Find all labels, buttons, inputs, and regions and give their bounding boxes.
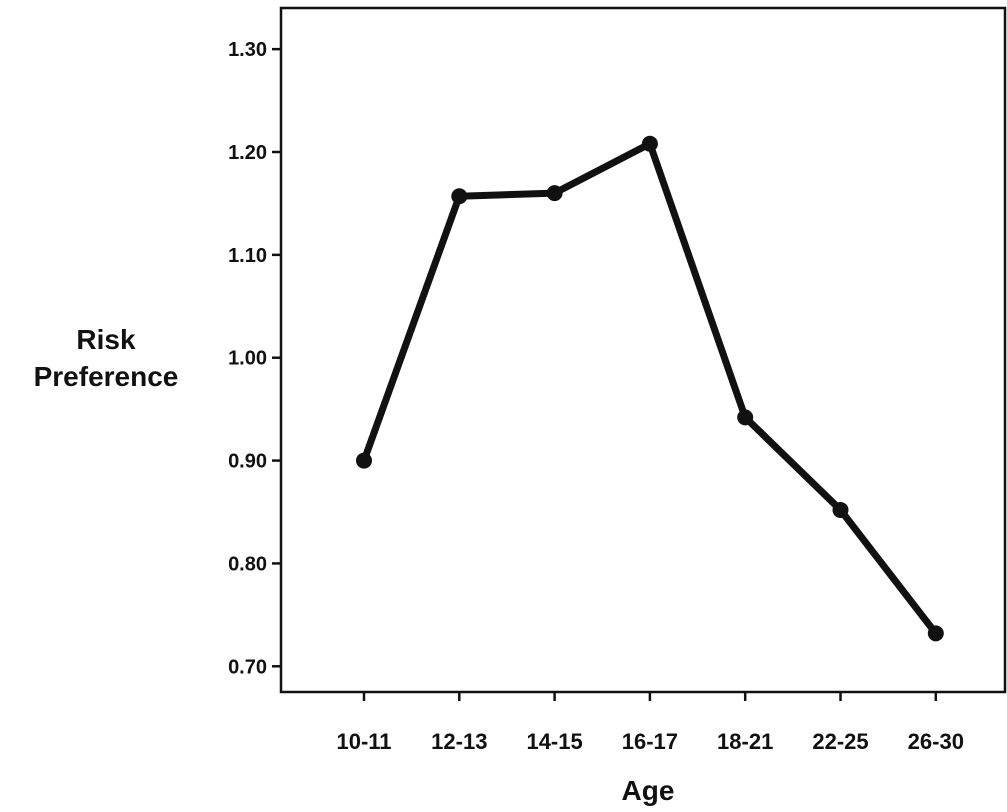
x-tick-label: 14-15 — [526, 729, 582, 754]
series-line — [360, 140, 940, 637]
plot-border — [279, 6, 1007, 694]
data-point — [356, 452, 372, 469]
y-tick-label: 1.00 — [228, 348, 267, 370]
y-tick-label: 1.20 — [228, 142, 267, 164]
y-tick-label: 1.10 — [228, 245, 267, 267]
data-point — [737, 409, 754, 426]
y-tick-label: 1.30 — [228, 39, 267, 61]
data-point — [641, 135, 658, 152]
y-axis-title-line-2: Preference — [34, 361, 179, 392]
data-points — [356, 135, 944, 642]
x-axis: 10-11 12-13 14-15 16-17 18-21 22-25 26-30 — [336, 692, 964, 754]
y-axis: 0.70 0.80 0.90 1.00 1.10 1.20 1.30 — [228, 39, 281, 678]
y-axis-title-line-1: Risk — [76, 324, 136, 355]
x-tick-label: 18-21 — [717, 729, 773, 754]
x-tick-label: 22-25 — [812, 729, 868, 754]
y-tick-label: 0.90 — [228, 451, 267, 473]
x-axis-title: Age — [622, 775, 675, 806]
x-tick-label: 26-30 — [908, 729, 964, 754]
plot-frame — [279, 6, 1007, 694]
y-tick-label: 0.80 — [228, 553, 267, 575]
data-point — [927, 625, 944, 642]
x-tick-label: 12-13 — [431, 729, 487, 754]
series-line-group — [360, 140, 940, 637]
data-point — [451, 188, 468, 205]
data-point — [832, 501, 849, 518]
y-tick-label: 0.70 — [228, 656, 267, 678]
x-tick-label: 10-11 — [336, 729, 391, 754]
data-point — [546, 185, 563, 202]
x-tick-label: 16-17 — [622, 729, 678, 754]
